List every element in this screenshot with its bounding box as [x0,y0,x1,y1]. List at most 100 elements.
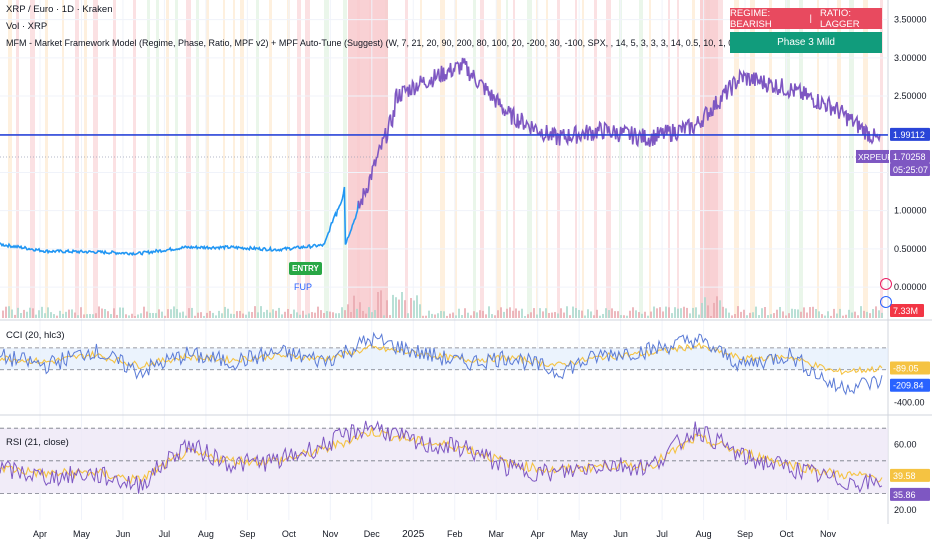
volume-bar [707,305,709,318]
regime-band [575,0,577,318]
volume-bar [557,313,559,318]
rsi-label[interactable]: RSI (21, close) [6,437,69,448]
volume-bar [866,311,868,318]
indicator-title[interactable]: MFM - Market Framework Model (Regime, Ph… [6,38,800,48]
regime-band [440,0,445,318]
volume-bar [812,306,814,318]
event-icon[interactable] [880,296,892,308]
regime-band [175,0,178,318]
volume-bar [47,307,49,318]
volume-bar [302,310,304,318]
volume-bar [2,310,4,318]
volume-bar [260,306,262,318]
cci-line [0,331,883,396]
volume-bar [620,315,622,318]
volume-bar [125,314,127,318]
volume-bar [233,314,235,318]
volume-bar [869,313,871,318]
volume-bar [722,306,724,318]
time-axis-label: Jul [159,529,171,539]
time-axis-label: Aug [198,529,214,539]
regime-band [594,0,597,318]
volume-bar [44,313,46,318]
volume-bar [794,309,796,318]
volume-bar [836,313,838,318]
volume-bar [758,315,760,318]
volume-bar [17,307,19,318]
volume-bar [602,313,604,318]
volume-bar [503,311,505,318]
entry-marker[interactable]: ENTRY [289,262,322,275]
volume-bar [839,308,841,318]
volume-bar [245,314,247,318]
volume-bar [452,312,454,318]
volume-bar [719,300,721,318]
volume-bar [98,306,100,318]
volume-bar [218,310,220,318]
volume-bar [296,312,298,318]
volume-bar [365,313,367,318]
volume-bar [224,306,226,318]
regime-band [30,0,35,318]
volume-bar [230,313,232,318]
volume-bar [368,307,370,318]
volume-bar [425,315,427,318]
volume-bar [476,312,478,318]
volume-bar [740,311,742,318]
volume-bar [527,314,529,318]
volume-bar [773,313,775,318]
volume-bar [803,307,805,318]
time-axis-label: Oct [282,529,297,539]
volume-bar [359,302,361,318]
volume-bar [110,314,112,318]
volume-bar [428,310,430,318]
volume-bar [356,308,358,318]
symbol-title[interactable]: XRP / Euro · 1D · Kraken [6,4,113,15]
volume-bar [380,290,382,318]
volume-bar [26,311,28,318]
regime-band [849,0,854,318]
volume-bar [788,313,790,318]
volume-bar [398,299,400,318]
volume-bar [881,312,883,318]
level-badge: 1.99112 [890,127,930,141]
alert-icon[interactable] [880,278,892,290]
volume-bar [833,308,835,318]
cci-label[interactable]: CCI (20, hlc3) [6,330,65,341]
volume-bar [350,312,352,318]
volume-bar [5,306,7,318]
volume-bar [542,311,544,318]
volume-bar [662,311,664,318]
regime-band [196,0,199,318]
volume-bar [458,308,460,318]
regime-band [606,0,611,318]
volume-bar [710,315,712,318]
volume-bar [113,308,115,318]
bear-zone [348,0,388,318]
regime-band [582,0,584,318]
volume-bar [500,307,502,318]
volume-bar [653,306,655,318]
volume-bar [671,313,673,318]
bear-zone [700,0,718,318]
volume-bar [548,312,550,318]
regime-band [405,0,408,318]
regime-band [546,0,548,318]
volume-bar [599,315,601,318]
volume-bar [539,308,541,318]
volume-bar [545,308,547,318]
volume-bar [629,310,631,318]
volume-bar [464,308,466,318]
regime-separator: | [809,13,812,24]
volume-bar [782,311,784,318]
price-tick-label: 2.50000 [894,91,927,101]
regime-band [785,0,790,318]
volume-bar [704,297,706,318]
volume-bar [314,312,316,318]
volume-bar [605,308,607,318]
regime-band [649,0,651,318]
regime-band [639,0,643,318]
volume-bar [11,309,13,318]
volume-bar [845,314,847,318]
volume-title[interactable]: Vol · XRP [6,21,48,32]
